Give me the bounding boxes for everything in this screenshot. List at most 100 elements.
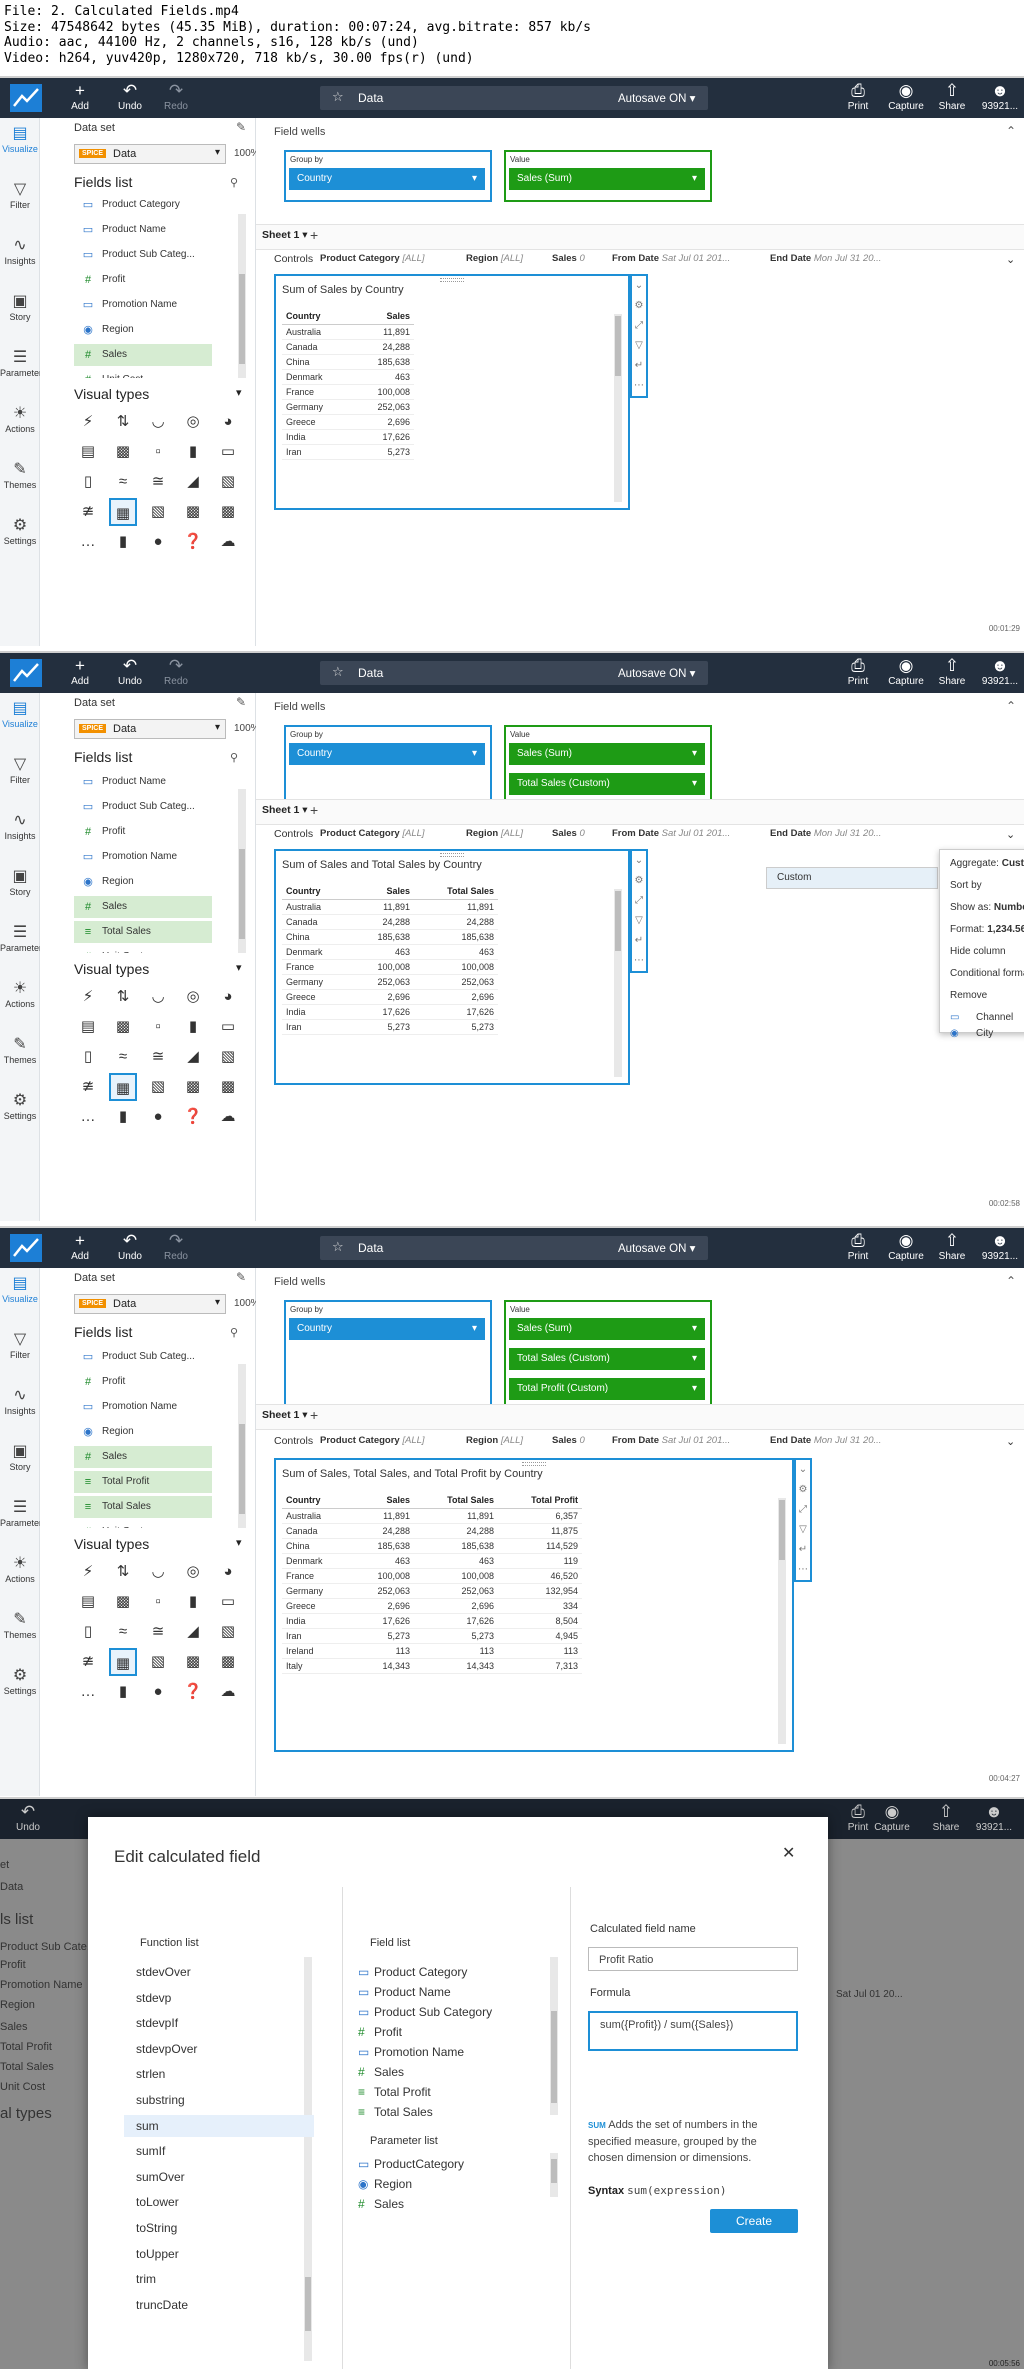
visual-type-line-icon[interactable]: ≈ xyxy=(118,1623,128,1640)
function-item[interactable]: sum xyxy=(124,2114,314,2137)
group-by-well[interactable]: Group by Country ▾ xyxy=(284,1300,492,1412)
edit-dataset-icon[interactable]: ✎ xyxy=(236,695,247,709)
drill-icon[interactable]: ↵ xyxy=(798,1544,808,1555)
expand-icon[interactable]: ⤢ xyxy=(635,320,643,331)
parameter-list-item[interactable]: ◉ Region xyxy=(358,2173,538,2195)
quicksight-logo[interactable] xyxy=(10,84,42,112)
visual-type-h100-icon[interactable]: ▫ xyxy=(155,1593,161,1610)
table-row[interactable]: France 100,008 xyxy=(282,384,414,400)
visual-type-geo-map-icon[interactable]: ● xyxy=(153,533,163,550)
visual-type-geo-map-icon[interactable]: ● xyxy=(153,1683,163,1700)
visual-type-hstacked-icon[interactable]: ▩ xyxy=(115,1593,131,1610)
field-item[interactable]: # Profit xyxy=(74,821,212,843)
tab-sheet-1[interactable]: Sheet 1 ▾ xyxy=(262,804,308,816)
drag-handle[interactable] xyxy=(440,853,464,857)
table-scrollbar[interactable] xyxy=(614,889,622,1077)
capture-button[interactable]: ◉ Capture xyxy=(884,1231,928,1262)
calc-name-input[interactable]: Profit Ratio xyxy=(588,1947,798,1971)
value-pill[interactable]: Sales (Sum) ▾ xyxy=(509,168,705,190)
visual-type-vbar-icon[interactable]: ▮ xyxy=(188,1593,198,1610)
visual-type-histogram-icon[interactable]: ▮ xyxy=(118,1683,128,1700)
field-item[interactable]: # Sales xyxy=(74,344,212,366)
visual-type-hbar-icon[interactable]: ▤ xyxy=(80,443,96,460)
tab-sheet-1[interactable]: Sheet 1 ▾ xyxy=(262,1409,308,1421)
add-button[interactable]: + Add xyxy=(58,1231,102,1262)
visual-type-hbar-icon[interactable]: ▤ xyxy=(80,1018,96,1035)
function-item[interactable]: toUpper xyxy=(136,2246,179,2261)
function-item[interactable]: stdevp xyxy=(136,1990,172,2005)
visual-type-heatmap-icon[interactable]: ▩ xyxy=(185,1653,201,1670)
visual-type-waterfall-icon[interactable]: ⇅ xyxy=(116,413,130,430)
visual-type-word-cloud-icon[interactable]: ☁ xyxy=(220,533,236,550)
visual-type-waterfall-icon[interactable]: ⇅ xyxy=(116,1563,130,1580)
star-icon[interactable]: ☆ xyxy=(332,89,344,104)
rail-item-visualize[interactable]: ▤ Visualize xyxy=(0,1274,40,1304)
rail-item-actions[interactable]: ☀ Actions xyxy=(0,404,40,434)
visual-type-pie-icon[interactable]: ◕ xyxy=(223,1563,233,1580)
chevron-down-icon[interactable]: ▾ xyxy=(236,1537,242,1549)
capture-button[interactable]: ◉ Capture xyxy=(884,656,928,687)
field-item[interactable]: # Unit Cost xyxy=(74,1521,212,1528)
control-from-date[interactable]: From Date Sat Jul 01 201... xyxy=(612,253,731,264)
collapse-controls-icon[interactable]: ⌄ xyxy=(1006,1436,1016,1448)
visual-type-kpi-icon[interactable]: ⚡ xyxy=(82,1563,94,1580)
visual-type-line-combo-icon[interactable]: ≇ xyxy=(81,1078,95,1095)
share-button[interactable]: ⇧ Share xyxy=(930,1231,974,1262)
control-sales[interactable]: Sales 0 xyxy=(552,1435,585,1446)
field-item[interactable]: ▭ Product Sub Categ... xyxy=(74,1346,212,1368)
value-pill[interactable]: Total Sales (Custom) ▾ xyxy=(509,1348,705,1370)
table-row[interactable]: China 185,638 xyxy=(282,354,414,370)
field-list-item[interactable]: ▭ Promotion Name xyxy=(358,2041,538,2063)
visual-type-hbar-icon[interactable]: ▤ xyxy=(80,1593,96,1610)
function-item[interactable]: stdevpOver xyxy=(136,2041,198,2056)
parameter-list-item[interactable]: # Sales xyxy=(358,2193,538,2215)
column-header[interactable]: Total Profit xyxy=(498,1492,582,1509)
visual-type-geo-map-icon[interactable]: ● xyxy=(153,1108,163,1125)
visual-type-word-cloud-icon[interactable]: ☁ xyxy=(220,1683,236,1700)
table-scrollbar[interactable] xyxy=(614,314,622,502)
rail-item-parameters[interactable]: ☰ Parameters xyxy=(0,1499,47,1528)
table-row[interactable]: France 100,008 100,008 46,520 xyxy=(282,1568,582,1584)
menu-conditional-formatting[interactable]: Conditional formatting xyxy=(950,968,1024,979)
quicksight-logo[interactable] xyxy=(10,1234,42,1262)
visual-type-scatter-icon[interactable]: … xyxy=(80,1108,96,1125)
rail-item-actions[interactable]: ☀ Actions xyxy=(0,979,40,1009)
table-row[interactable]: Australia 11,891 11,891 6,357 xyxy=(282,1508,582,1524)
table-visual[interactable]: Sum of Sales by Country Country Sales Aust… xyxy=(274,274,630,510)
menu-remove[interactable]: Remove xyxy=(950,990,988,1001)
visual-type-combo-icon[interactable]: ≅ xyxy=(151,473,165,490)
column-header[interactable]: Country xyxy=(282,308,370,325)
visual-type-bar-combo-icon[interactable]: ▧ xyxy=(220,1623,236,1640)
function-item[interactable]: sumIf xyxy=(136,2144,166,2159)
field-list-item[interactable]: # Profit xyxy=(358,2021,538,2043)
parameter-list-item[interactable]: ▭ ProductCategory xyxy=(358,2153,538,2175)
field-item[interactable]: ▭ Product Sub Categ... xyxy=(74,796,212,818)
drill-icon[interactable]: ↵ xyxy=(634,360,644,371)
visual-type-table-icon[interactable]: ▧ xyxy=(150,1653,166,1670)
rail-item-parameters[interactable]: ☰ Parameters xyxy=(0,924,47,953)
drill-icon[interactable]: ↵ xyxy=(634,935,644,946)
field-list-scrollbar[interactable] xyxy=(550,1957,558,2115)
visual-type-line-combo-icon[interactable]: ≇ xyxy=(81,1653,95,1670)
redo-button[interactable]: ↷ Redo xyxy=(154,1231,198,1262)
gear-icon[interactable]: ⚙ xyxy=(634,300,644,311)
visual-type-donut-icon[interactable]: ◎ xyxy=(186,1563,200,1580)
value-well[interactable]: Value Sales (Sum) ▾ Total Sales (Custom) ▾ xyxy=(504,725,712,807)
column-header[interactable]: Sales xyxy=(370,308,414,325)
visual-type-vstacked-icon[interactable]: ▭ xyxy=(220,1593,236,1610)
value-pill[interactable]: Total Sales (Custom) ▾ xyxy=(509,773,705,795)
user-menu[interactable]: ☻ 93921... xyxy=(978,1231,1022,1262)
table-row[interactable]: Iran 5,273 xyxy=(282,444,414,460)
menu-aggregate[interactable]: Aggregate: Custom xyxy=(950,858,1024,869)
analysis-name-bar[interactable]: ☆ Data Autosave ON ▾ xyxy=(320,1236,708,1260)
menu-hide-column[interactable]: Hide column xyxy=(950,946,1006,957)
table-row[interactable]: Greece 2,696 xyxy=(282,414,414,430)
visual-type-area-icon[interactable]: ◢ xyxy=(187,1623,199,1640)
value-pill[interactable]: Total Profit (Custom) ▾ xyxy=(509,1378,705,1400)
field-item[interactable]: ◉ Region xyxy=(74,871,212,893)
gear-icon[interactable]: ⚙ xyxy=(634,875,644,886)
chevron-down-icon[interactable]: ▾ xyxy=(236,387,242,399)
star-icon[interactable]: ☆ xyxy=(332,1239,344,1254)
field-item[interactable]: ▭ Product Sub Categ... xyxy=(74,244,212,266)
function-item[interactable]: truncDate xyxy=(136,2297,189,2312)
